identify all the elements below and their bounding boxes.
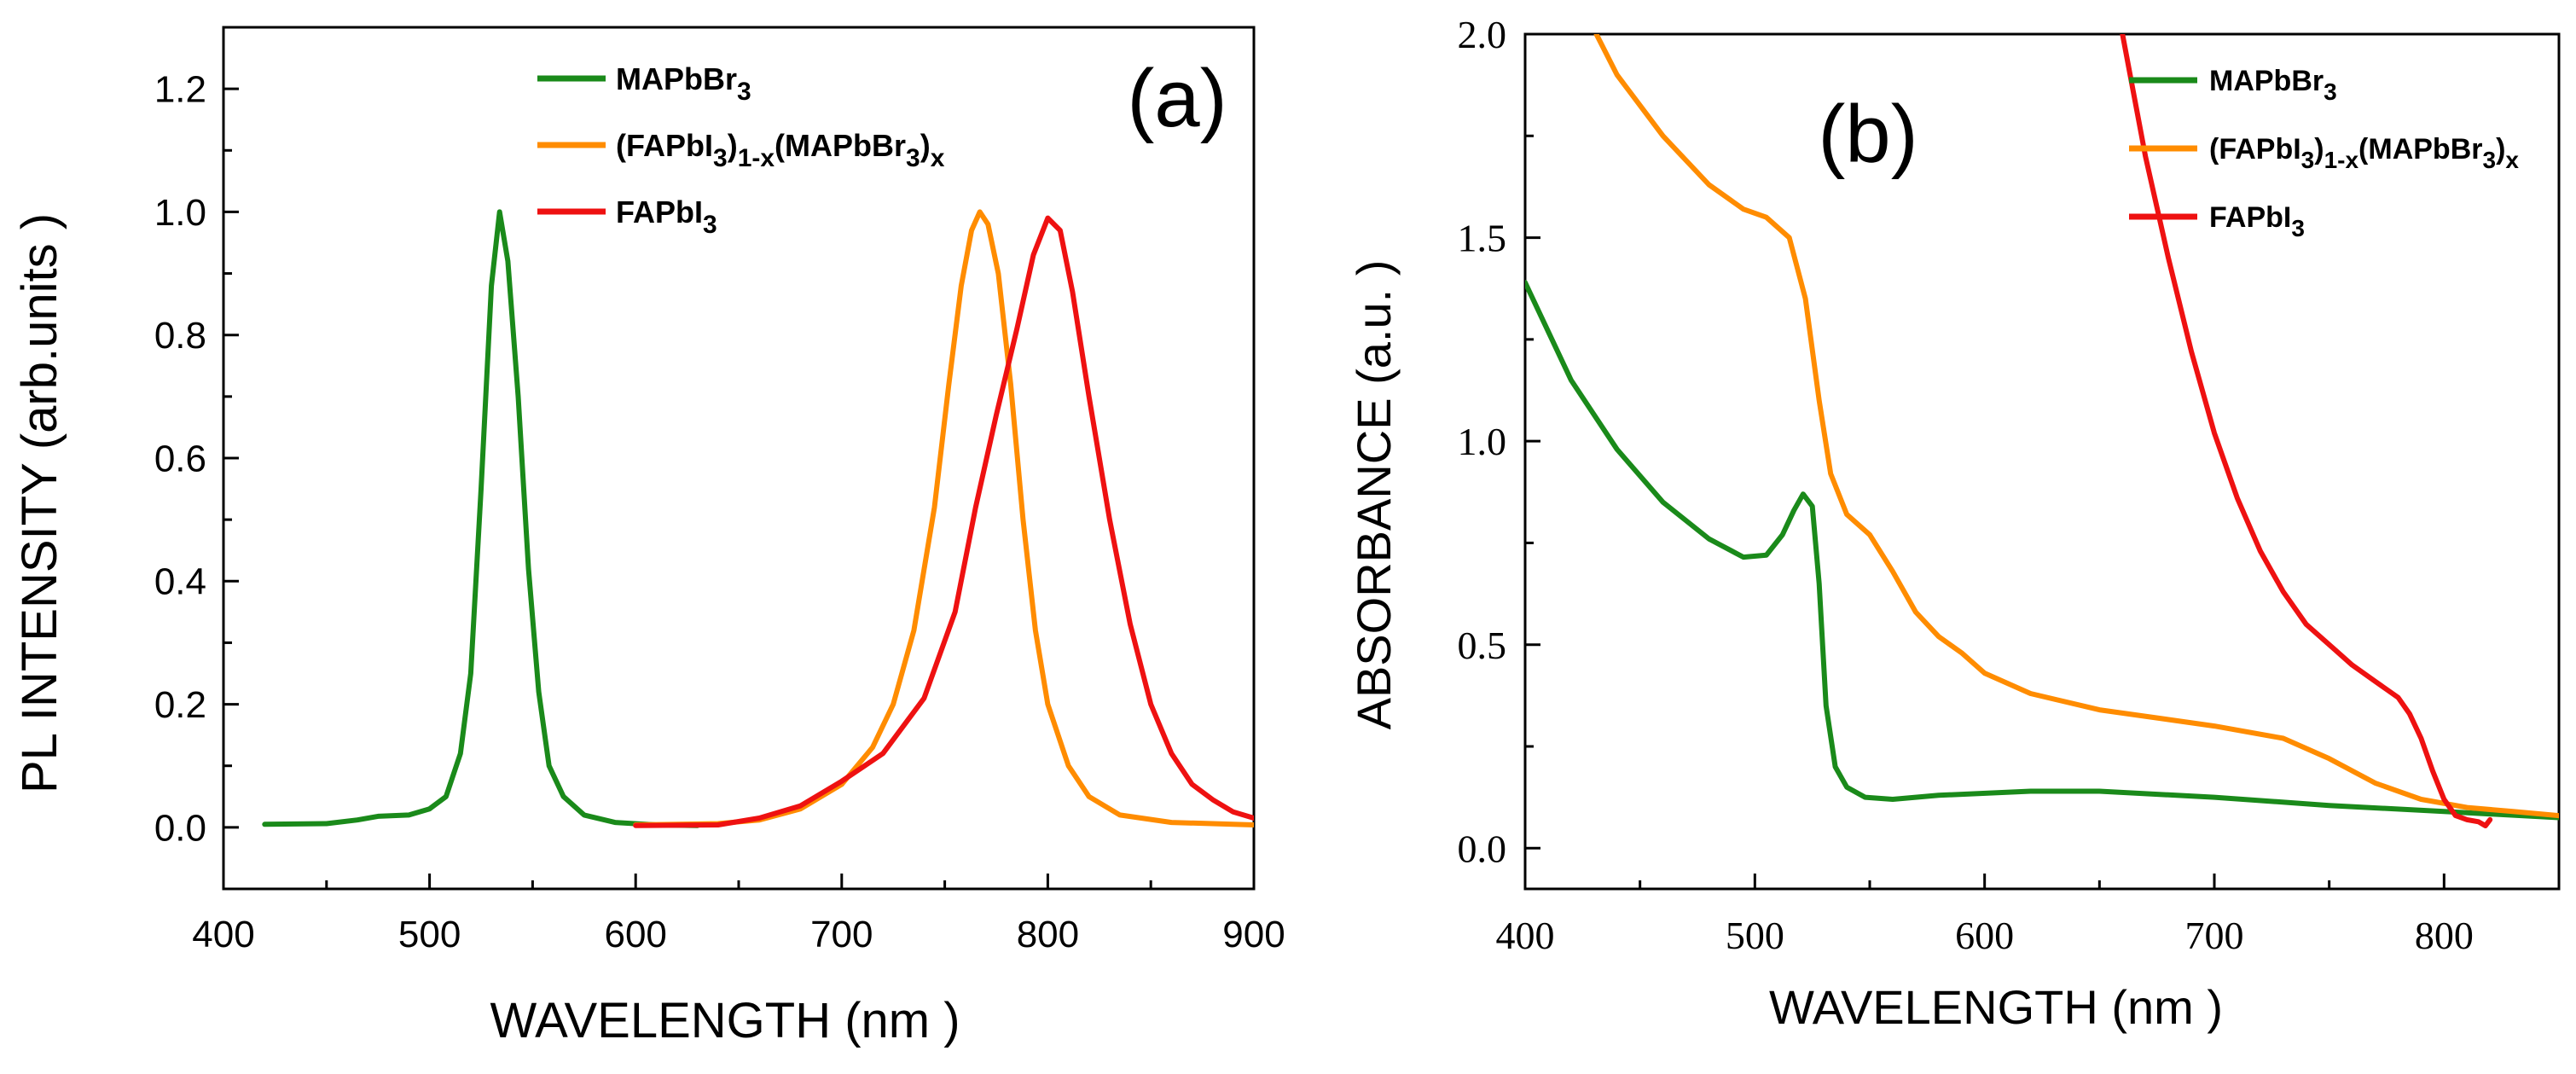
panel-label: (b)	[1818, 89, 1917, 180]
legend-label: FAPbI3	[616, 194, 717, 239]
series-line-0	[1525, 280, 2559, 821]
series-line-1	[633, 209, 1254, 827]
series-line-2	[2120, 34, 2493, 828]
x-tick-label: 600	[604, 914, 666, 955]
y-tick-label: 2.0	[1458, 13, 1507, 56]
y-axis-label: PL INTENSITY (arb.units )	[12, 213, 67, 793]
legend-label: FAPbI3	[2209, 201, 2305, 241]
y-tick-label: 1.5	[1458, 217, 1507, 260]
series-line-1	[1593, 34, 2559, 819]
panel-label: (a)	[1127, 53, 1227, 144]
legend: MAPbBr3 (FAPbI3)1-x(MAPbBr3)x FAPbI3	[2129, 65, 2519, 241]
x-tick-label: 500	[1726, 914, 1784, 957]
x-tick-label: 600	[1955, 914, 2014, 957]
y-tick-label: 0.5	[1458, 624, 1507, 667]
x-tick-label: 700	[810, 914, 873, 955]
x-tick-label: 800	[2415, 914, 2474, 957]
x-axis-label: WAVELENGTH (nm )	[1769, 980, 2223, 1034]
series-line-2	[633, 215, 1254, 828]
series-line-0	[262, 209, 700, 828]
x-tick-label: 800	[1017, 914, 1079, 955]
panel-a-pl-chart: 400 500 600 700 800 900 0.0 0.2 0.4 0.6 0.8 1.0 1.2 W…	[12, 26, 1285, 1048]
x-tick-label: 400	[1496, 914, 1555, 957]
y-tick-label: 1.0	[1458, 420, 1507, 463]
x-tick-label: 700	[2185, 914, 2244, 957]
legend-label: MAPbBr3	[2209, 65, 2337, 105]
x-tick-label: 500	[398, 914, 461, 955]
x-tick-label: 400	[192, 914, 254, 955]
plot-frame	[1523, 32, 2561, 891]
y-tick-label: 1.2	[154, 69, 206, 111]
legend-label: (FAPbI3)1-x(MAPbBr3)x	[2209, 133, 2519, 173]
x-tick-label: 900	[1222, 914, 1285, 955]
y-tick-label: 1.0	[154, 192, 206, 234]
y-tick-label: 0.8	[154, 315, 206, 357]
panel-b-absorbance-chart: 400 500 600 700 800 0.0 0.5 1.0 1.5 2.0 WAVELENGTH…	[1347, 13, 2561, 1034]
y-tick-label: 0.0	[154, 807, 206, 849]
y-axis-label: ABSORBANCE (a.u. )	[1347, 260, 1401, 730]
y-tick-label: 0.0	[1458, 827, 1507, 870]
y-tick-label: 0.6	[154, 438, 206, 479]
legend: MAPbBr3 (FAPbI3)1-x(MAPbBr3)x FAPbI3	[537, 61, 945, 239]
legend-label: MAPbBr3	[616, 61, 751, 106]
y-tick-label: 0.2	[154, 684, 206, 726]
legend-label: (FAPbI3)1-x(MAPbBr3)x	[616, 128, 945, 172]
x-axis-label: WAVELENGTH (nm )	[490, 993, 960, 1048]
y-tick-label: 0.4	[154, 561, 206, 603]
